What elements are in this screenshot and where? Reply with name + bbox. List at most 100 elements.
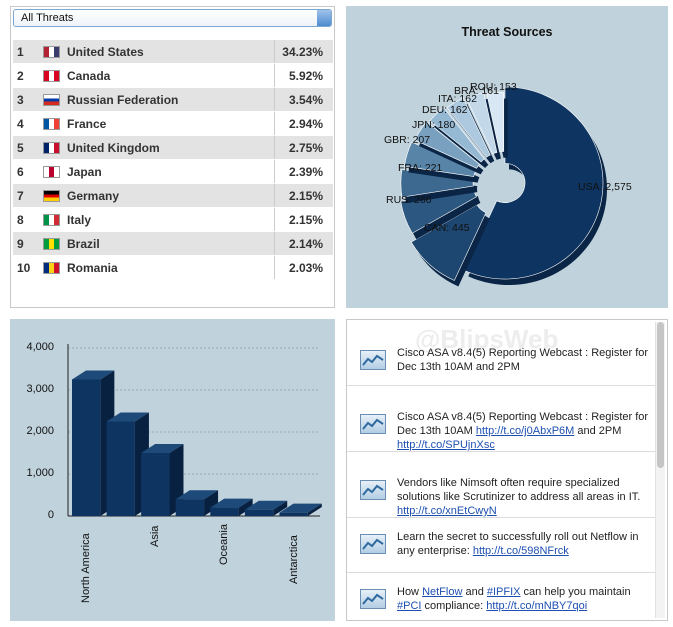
country-name: France <box>67 111 275 136</box>
flag-fr-icon <box>43 117 60 130</box>
rank-number: 10 <box>13 255 43 280</box>
rank-number: 2 <box>13 63 43 88</box>
flag-ro-icon <box>43 261 60 274</box>
chart-trend-icon <box>360 480 386 500</box>
threat-percent: 2.94% <box>274 111 333 136</box>
pie-slice-label: CAN: 445 <box>424 222 470 234</box>
feed-text: and <box>462 586 487 598</box>
pie-slice-label: JPN: 180 <box>412 119 456 131</box>
flag-gb-icon <box>43 141 60 154</box>
pie-slice[interactable] <box>400 169 474 198</box>
threat-percent: 5.92% <box>274 63 333 88</box>
pie-slice[interactable] <box>466 92 498 155</box>
threat-sources-pie-chart <box>400 86 607 287</box>
feed-link[interactable]: NetFlow <box>422 586 463 598</box>
feed-item[interactable]: Cisco ASA v8.4(5) Reporting Webcast : Re… <box>347 386 657 452</box>
pie-slice-label: ROU: 153 <box>470 81 517 93</box>
threat-filter-value: All Threats <box>21 12 74 24</box>
dropdown-arrow-icon[interactable] <box>317 10 331 26</box>
feed-link[interactable]: http://t.co/SPUjnXsc <box>397 439 495 451</box>
feed-item[interactable]: Learn the secret to successfully roll ou… <box>347 518 657 573</box>
rank-row[interactable]: 7 Germany 2.15% <box>13 183 333 208</box>
continent-bar-chart-panel: 4,000 3,000 2,000 1,000 0 North America Asia Oc… <box>10 319 335 621</box>
y-tick-label: 1,000 <box>26 467 54 479</box>
pie-slice-label: GBR: 207 <box>384 134 431 146</box>
bar[interactable] <box>279 503 322 516</box>
feed-text: Cisco ASA v8.4(5) Reporting Webcast : Re… <box>397 411 649 437</box>
feed-text: Cisco ASA v8.4(5) Reporting Webcast : Re… <box>397 347 649 373</box>
feed-item-text: Cisco ASA v8.4(5) Reporting Webcast : Re… <box>397 410 657 452</box>
flag-br-icon <box>43 237 60 250</box>
pie-slice[interactable] <box>404 141 476 177</box>
threat-filter-select[interactable]: All Threats <box>13 9 332 27</box>
bar[interactable] <box>175 490 219 516</box>
pie-slice-label: FRA: 221 <box>398 162 443 174</box>
feed-item-text: Learn the secret to successfully roll ou… <box>397 530 657 558</box>
y-tick-label: 0 <box>47 509 54 521</box>
pie-slice-label: ITA: 162 <box>438 93 477 105</box>
bar[interactable] <box>106 412 149 517</box>
rank-row[interactable]: 3 Russian Federation 3.54% <box>13 87 333 112</box>
pie-slice[interactable] <box>414 121 480 169</box>
feed-text: compliance: <box>421 600 487 612</box>
bar[interactable] <box>141 444 184 516</box>
feed-link[interactable]: #PCI <box>397 600 422 612</box>
threat-percent: 2.14% <box>274 231 333 256</box>
threat-percent: 2.75% <box>274 135 333 160</box>
rank-row[interactable]: 2 Canada 5.92% <box>13 63 333 88</box>
pie-slice[interactable] <box>486 92 505 153</box>
feed-item[interactable]: How NetFlow and #IPFIX can help you main… <box>347 573 657 620</box>
rank-row[interactable]: 1 United States 34.23% <box>13 40 333 64</box>
rank-row[interactable]: 10 Romania 2.03% <box>13 255 333 280</box>
watermark: @BlipsWeb <box>415 324 559 354</box>
flag-us-icon <box>43 45 60 58</box>
threat-percent: 2.15% <box>274 183 333 208</box>
x-tick-label: Asia <box>149 525 162 547</box>
bar[interactable] <box>244 500 288 516</box>
feed-text: How <box>397 586 423 598</box>
feed-text: Vendors like Nimsoft often require speci… <box>397 477 641 503</box>
rank-number: 4 <box>13 111 43 136</box>
country-name: United Kingdom <box>67 135 275 160</box>
country-name: United States <box>67 40 275 64</box>
feed-link[interactable]: http://t.co/j0AbxP6M <box>475 425 575 437</box>
country-name: Germany <box>67 183 275 208</box>
feed-link[interactable]: http://t.co/598NFrck <box>472 545 569 557</box>
country-name: Canada <box>67 63 275 88</box>
pie-slice-label: RUS: 266 <box>386 194 432 206</box>
pie-slice[interactable] <box>463 86 604 280</box>
feed-link[interactable]: http://t.co/xnEtCwyN <box>397 505 497 517</box>
pie-slice[interactable] <box>429 107 485 163</box>
bar[interactable] <box>210 498 253 516</box>
feed-item[interactable]: Vendors like Nimsoft often require speci… <box>347 452 657 518</box>
feed-item-text: How NetFlow and #IPFIX can help you main… <box>397 585 657 613</box>
threat-sources-panel: Threat Sources USA: 2,575 CAN: 445 RUS: 26… <box>346 6 668 308</box>
chart-trend-icon <box>360 350 386 370</box>
feed-link[interactable]: #IPFIX <box>486 586 521 598</box>
pie-slice-label: BRA: 161 <box>454 85 499 97</box>
feed-text: and 2PM <box>574 425 622 437</box>
feed-item[interactable]: Cisco ASA v8.4(5) Reporting Webcast : Re… <box>347 320 657 386</box>
country-rankings-panel: All Threats 1 United States 34.23% 2 Canada 5… <box>10 6 335 308</box>
rank-row[interactable]: 4 France 2.94% <box>13 111 333 136</box>
threat-sources-title: Threat Sources <box>461 25 553 39</box>
feed-scrollbar-thumb[interactable] <box>657 322 664 468</box>
feed-scrollbar[interactable] <box>655 322 665 618</box>
rank-row[interactable]: 8 Italy 2.15% <box>13 207 333 232</box>
feed-text: can help you maintain <box>520 586 631 598</box>
rank-number: 1 <box>13 40 43 64</box>
flag-it-icon <box>43 213 60 226</box>
rank-row[interactable]: 6 Japan 2.39% <box>13 159 333 184</box>
rank-number: 9 <box>13 231 43 256</box>
rank-row[interactable]: 9 Brazil 2.14% <box>13 231 333 256</box>
feed-link[interactable]: http://t.co/mNBY7qoi <box>486 600 588 612</box>
feed-item-text: Cisco ASA v8.4(5) Reporting Webcast : Re… <box>397 346 657 374</box>
chart-trend-icon <box>360 534 386 554</box>
pie-slice[interactable] <box>446 97 491 158</box>
country-name: Romania <box>67 255 275 280</box>
pie-slice-label: USA: 2,575 <box>578 181 632 193</box>
rank-row[interactable]: 5 United Kingdom 2.75% <box>13 135 333 160</box>
pie-slice-label: DEU: 162 <box>422 104 468 116</box>
flag-de-icon <box>43 189 60 202</box>
pie-slice[interactable] <box>410 204 487 281</box>
